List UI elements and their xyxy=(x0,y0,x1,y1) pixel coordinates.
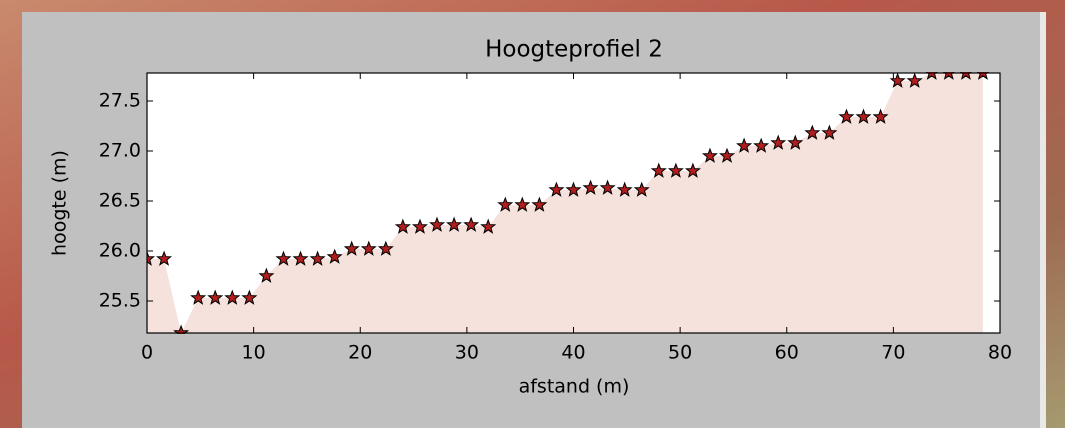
x-tick-label: 60 xyxy=(775,342,799,364)
x-tick-label: 30 xyxy=(455,342,479,364)
y-tick-label: 26.0 xyxy=(99,240,141,262)
y-tick-label: 26.5 xyxy=(99,190,141,212)
x-tick-label: 70 xyxy=(881,342,905,364)
x-tick-label: 40 xyxy=(561,342,585,364)
page: {"chart_data": {"type": "area-scatter", … xyxy=(0,0,1065,428)
screenshot: Hoogteprofiel 2 afstand (m) hoogte (m) 0… xyxy=(0,0,1065,428)
y-tick-label: 25.5 xyxy=(99,290,141,312)
panel-edge xyxy=(1040,12,1046,428)
x-tick-label: 80 xyxy=(988,342,1012,364)
y-axis-label: hoogte (m) xyxy=(49,150,71,256)
x-tick-label: 10 xyxy=(242,342,266,364)
chart-title: Hoogteprofiel 2 xyxy=(485,37,663,63)
x-tick-label: 20 xyxy=(348,342,372,364)
x-tick-label: 50 xyxy=(668,342,692,364)
y-tick-label: 27.5 xyxy=(99,90,141,112)
x-tick-label: 0 xyxy=(141,342,153,364)
y-tick-label: 27.0 xyxy=(99,140,141,162)
x-axis-label: afstand (m) xyxy=(519,376,630,398)
